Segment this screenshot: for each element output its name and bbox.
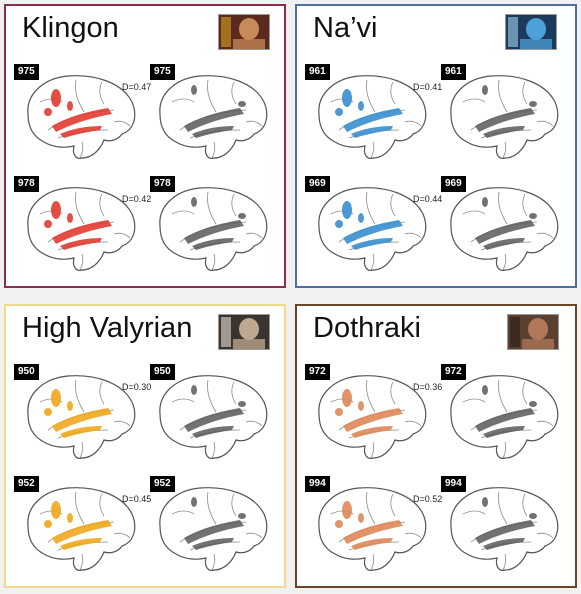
brain-activation-map-colored [27, 487, 136, 571]
subject-id-badge: 975 [150, 64, 175, 80]
dice-coefficient-label: D=0.52 [413, 494, 443, 504]
panel-title: High Valyrian [22, 312, 193, 344]
brain-activation-map-gray [450, 187, 559, 271]
brain-activation-map-gray [450, 75, 559, 159]
brain-activation-map-colored [27, 75, 136, 159]
subject-id-badge: 994 [441, 476, 466, 492]
brain-pair-row: 994 994 D=0.52 [303, 474, 571, 574]
dice-coefficient-label: D=0.36 [413, 382, 443, 392]
brain-activation-map-gray [450, 375, 559, 459]
character-photo-thumbnail [505, 14, 557, 50]
brain-pair-row: 952 952 D=0.45 [12, 474, 280, 574]
subject-id-badge: 969 [305, 176, 330, 192]
dice-coefficient-label: D=0.41 [413, 82, 443, 92]
brain-activation-map-gray [159, 375, 268, 459]
brain-pair-row: 978 978 D=0.42 [12, 174, 280, 274]
subject-id-badge: 950 [150, 364, 175, 380]
brain-activation-map-colored [318, 75, 427, 159]
brain-activation-map-gray [159, 75, 268, 159]
brain-activation-map-colored [318, 187, 427, 271]
subject-id-badge: 978 [14, 176, 39, 192]
character-photo-thumbnail [507, 314, 559, 350]
brain-activation-map-colored [318, 375, 427, 459]
brain-pair-row: 975 975 D=0.47 [12, 62, 280, 162]
character-photo-thumbnail [218, 14, 270, 50]
brain-pair-row: 969 969 D=0.44 [303, 174, 571, 274]
panel-dothraki: Dothraki 972 972 D=0.36 994 994 D=0.52 [295, 304, 577, 588]
panel-title: Na’vi [313, 12, 378, 44]
brain-activation-map-colored [27, 187, 136, 271]
panel-klingon: Klingon 975 975 D=0.47 978 978 D=0.42 [4, 4, 286, 288]
subject-id-badge: 961 [305, 64, 330, 80]
subject-id-badge: 994 [305, 476, 330, 492]
brain-activation-map-gray [450, 487, 559, 571]
panel-title: Dothraki [313, 312, 421, 344]
subject-id-badge: 952 [14, 476, 39, 492]
dice-coefficient-label: D=0.30 [122, 382, 152, 392]
dice-coefficient-label: D=0.44 [413, 194, 443, 204]
subject-id-badge: 975 [14, 64, 39, 80]
dice-coefficient-label: D=0.42 [122, 194, 152, 204]
brain-pair-row: 961 961 D=0.41 [303, 62, 571, 162]
brain-pair-row: 972 972 D=0.36 [303, 362, 571, 462]
dice-coefficient-label: D=0.45 [122, 494, 152, 504]
brain-activation-map-gray [159, 187, 268, 271]
brain-activation-map-gray [159, 487, 268, 571]
brain-pair-row: 950 950 D=0.30 [12, 362, 280, 462]
subject-id-badge: 950 [14, 364, 39, 380]
subject-id-badge: 952 [150, 476, 175, 492]
panel-title: Klingon [22, 12, 119, 44]
brain-activation-map-colored [27, 375, 136, 459]
brain-activation-map-colored [318, 487, 427, 571]
subject-id-badge: 978 [150, 176, 175, 192]
subject-id-badge: 969 [441, 176, 466, 192]
panel-high-valyrian: High Valyrian 950 950 D=0.30 952 952 D=0.45 [4, 304, 286, 588]
dice-coefficient-label: D=0.47 [122, 82, 152, 92]
subject-id-badge: 972 [305, 364, 330, 380]
subject-id-badge: 961 [441, 64, 466, 80]
subject-id-badge: 972 [441, 364, 466, 380]
panel-navi: Na’vi 961 961 D=0.41 969 969 D=0.44 [295, 4, 577, 288]
character-photo-thumbnail [218, 314, 270, 350]
